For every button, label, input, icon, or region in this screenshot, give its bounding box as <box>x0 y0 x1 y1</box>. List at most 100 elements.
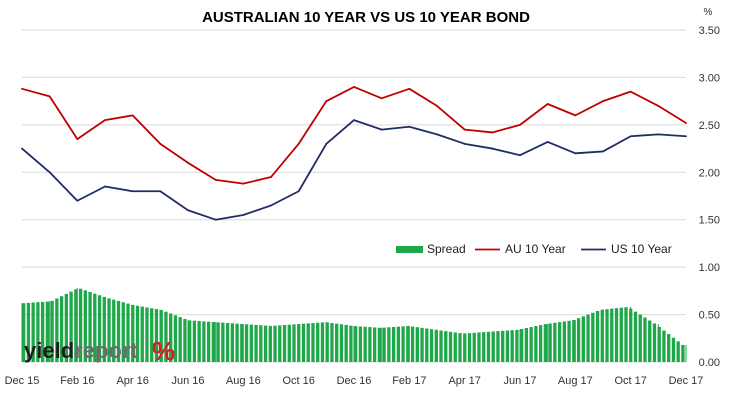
spread-bar <box>59 296 64 362</box>
data-point <box>325 100 328 103</box>
x-tick-label: Feb 16 <box>60 375 94 387</box>
spread-bar <box>216 322 220 362</box>
spread-bar-point <box>381 327 383 362</box>
data-point <box>519 154 521 157</box>
y-axis-ticks: 0.00 0.50 1.00 1.50 2.00 2.50 3.00 3.50 <box>699 25 720 369</box>
spread-bar <box>368 327 372 362</box>
spread-bar <box>112 299 116 362</box>
spread-bar <box>164 311 168 362</box>
spread-bar <box>282 325 287 362</box>
spread-bar <box>591 312 595 362</box>
spread-bar <box>121 302 125 362</box>
spread-bar <box>667 334 671 362</box>
spread-bar <box>605 309 609 362</box>
data-point <box>629 90 632 93</box>
spread-bar <box>595 310 600 362</box>
spread-bar <box>349 325 353 362</box>
data-point <box>574 114 577 117</box>
spread-bar <box>93 293 97 362</box>
spread-bar <box>97 295 102 362</box>
x-tick-label: Aug 17 <box>558 375 593 387</box>
spread-bar <box>88 291 92 362</box>
spread-bar-point <box>464 333 466 362</box>
data-point <box>159 190 162 193</box>
spread-bar <box>311 323 315 362</box>
spread-bar <box>372 327 377 362</box>
x-tick-label: Apr 17 <box>448 375 480 387</box>
spread-bar <box>230 323 235 362</box>
data-point <box>491 131 494 134</box>
y-tick-label: 3.00 <box>699 72 720 84</box>
data-point <box>76 199 79 202</box>
spread-bar <box>453 332 457 362</box>
data-point <box>48 95 51 98</box>
x-tick-label: Apr 16 <box>116 375 148 387</box>
spread-bar <box>382 327 386 362</box>
data-point <box>21 147 23 150</box>
spread-bar <box>633 311 638 362</box>
spread-bar-point <box>353 325 355 362</box>
spread-bar <box>64 293 69 362</box>
x-axis-ticks: Dec 15 Feb 16 Apr 16 Jun 16 Aug 16 Oct 16 Dec … <box>5 375 704 387</box>
data-point <box>436 104 438 107</box>
spread-bar <box>330 323 334 362</box>
data-point <box>491 147 494 150</box>
spread-bar <box>140 306 144 362</box>
x-tick-label: Dec 16 <box>337 375 372 387</box>
spread-bar <box>292 324 296 362</box>
x-tick-label: Jun 17 <box>503 375 536 387</box>
spread-bar <box>301 323 306 362</box>
spread-bar <box>178 317 182 362</box>
data-point <box>436 133 438 136</box>
data-point <box>325 142 328 145</box>
logo-part-yield: yield <box>24 338 74 363</box>
spread-bar <box>211 321 216 362</box>
spread-bar <box>22 303 26 362</box>
data-point <box>380 128 383 131</box>
spread-bar <box>50 300 54 362</box>
au-10-year-line <box>21 86 687 185</box>
spread-bar <box>515 329 519 362</box>
data-point <box>546 141 549 143</box>
data-point <box>48 171 51 174</box>
data-point <box>104 185 106 188</box>
spread-bar-point <box>519 329 521 362</box>
x-tick-label: Jun 16 <box>171 375 204 387</box>
spread-bar <box>107 298 111 362</box>
spread-bar <box>354 326 358 362</box>
data-point <box>685 122 687 124</box>
spread-bar <box>671 337 676 362</box>
spread-bar <box>102 296 106 362</box>
data-point <box>408 125 411 128</box>
us-10-year-line <box>21 119 687 221</box>
x-tick-label: Oct 17 <box>614 375 646 387</box>
spread-bar <box>581 316 585 362</box>
spread-bar <box>169 313 173 362</box>
x-tick-label: Dec 15 <box>5 375 40 387</box>
data-point <box>574 152 577 155</box>
spread-bar-point <box>436 329 438 362</box>
y-tick-label: 2.50 <box>699 120 720 132</box>
spread-bar-point <box>325 322 327 362</box>
data-point <box>353 86 355 88</box>
spread-bar <box>287 324 291 362</box>
legend-label-spread: Spread <box>427 242 466 256</box>
data-point <box>408 87 411 90</box>
spread-bar <box>391 326 396 362</box>
spread-bar <box>387 327 391 362</box>
spread-bar <box>652 323 657 362</box>
spread-bar <box>567 320 571 362</box>
spread-bar <box>600 309 604 362</box>
spread-bar-point <box>685 344 687 362</box>
spread-bar <box>320 322 325 362</box>
spread-bar-point <box>215 322 217 362</box>
spread-bar-point <box>270 325 272 362</box>
spread-bar <box>254 324 258 362</box>
spread-bar <box>173 315 178 362</box>
spread-bar <box>415 327 419 362</box>
spread-bar <box>434 329 438 362</box>
data-point <box>242 182 245 185</box>
spread-bars <box>21 288 687 362</box>
logo-text: yieldreport <box>24 338 138 363</box>
spread-bar <box>576 318 581 362</box>
